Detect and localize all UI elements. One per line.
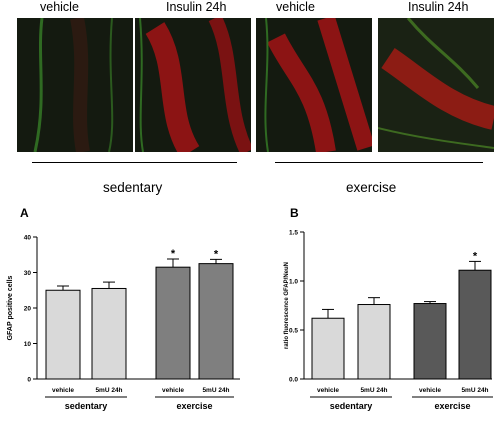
micrograph-label: vehicle — [276, 0, 315, 14]
panel-label: B — [290, 206, 299, 220]
panel-label: A — [20, 206, 29, 220]
bar — [91, 287, 127, 380]
y-tick-label: 20 — [24, 306, 32, 313]
micrograph-image — [256, 18, 372, 152]
category-label: 5mU 24h — [360, 387, 387, 394]
y-axis-label: ratio fluorescence GFAP/NeuN — [284, 262, 290, 349]
group-label: exercise — [434, 401, 470, 411]
category-label: 5mU 24h — [461, 387, 488, 394]
y-tick-label: 0.5 — [289, 328, 298, 335]
micrograph-sedentary-vehicle — [17, 18, 133, 152]
micrograph-image — [135, 18, 251, 152]
group-label: sedentary — [330, 401, 373, 411]
chart-a: A 0 10 20 30 40 GFAP positive cells vehicle 5mU … — [7, 206, 240, 411]
y-tick-label: 40 — [24, 235, 32, 242]
bar — [45, 289, 81, 380]
group-label-sedentary: sedentary — [103, 180, 163, 195]
group-line-exercise — [275, 162, 483, 163]
category-label: vehicle — [317, 387, 339, 394]
bar — [413, 303, 447, 380]
bar — [198, 263, 234, 380]
significance-marker: * — [214, 248, 219, 260]
category-label: vehicle — [162, 387, 184, 394]
micrograph-image — [17, 18, 133, 152]
micrograph-label: Insulin 24h — [408, 0, 469, 14]
micrograph-image — [378, 18, 494, 152]
y-tick-label: 0.0 — [289, 377, 298, 384]
significance-marker: * — [473, 250, 478, 262]
group-line-sedentary — [32, 162, 237, 163]
micrograph-label: vehicle — [40, 0, 79, 14]
y-tick-label: 1.5 — [289, 230, 298, 237]
bar — [458, 269, 492, 380]
category-label: 5mU 24h — [202, 387, 229, 394]
y-tick-label: 0 — [27, 377, 31, 384]
y-tick-label: 30 — [24, 270, 32, 277]
category-label: vehicle — [52, 387, 74, 394]
micrograph-exercise-insulin — [378, 18, 494, 152]
group-label: sedentary — [65, 401, 108, 411]
micrograph-label: Insulin 24h — [166, 0, 227, 14]
y-axis-label: GFAP positive cells — [7, 275, 14, 340]
y-tick-label: 10 — [24, 341, 32, 348]
micrograph-sedentary-insulin — [135, 18, 251, 152]
bar — [155, 266, 191, 380]
group-label: exercise — [176, 401, 212, 411]
category-label: 5mU 24h — [95, 387, 122, 394]
category-label: vehicle — [419, 387, 441, 394]
y-tick-label: 1.0 — [289, 279, 298, 286]
bar — [311, 317, 345, 380]
bar — [357, 304, 391, 380]
significance-marker: * — [171, 248, 176, 260]
micrograph-exercise-vehicle — [256, 18, 372, 152]
group-label-exercise: exercise — [346, 180, 397, 195]
